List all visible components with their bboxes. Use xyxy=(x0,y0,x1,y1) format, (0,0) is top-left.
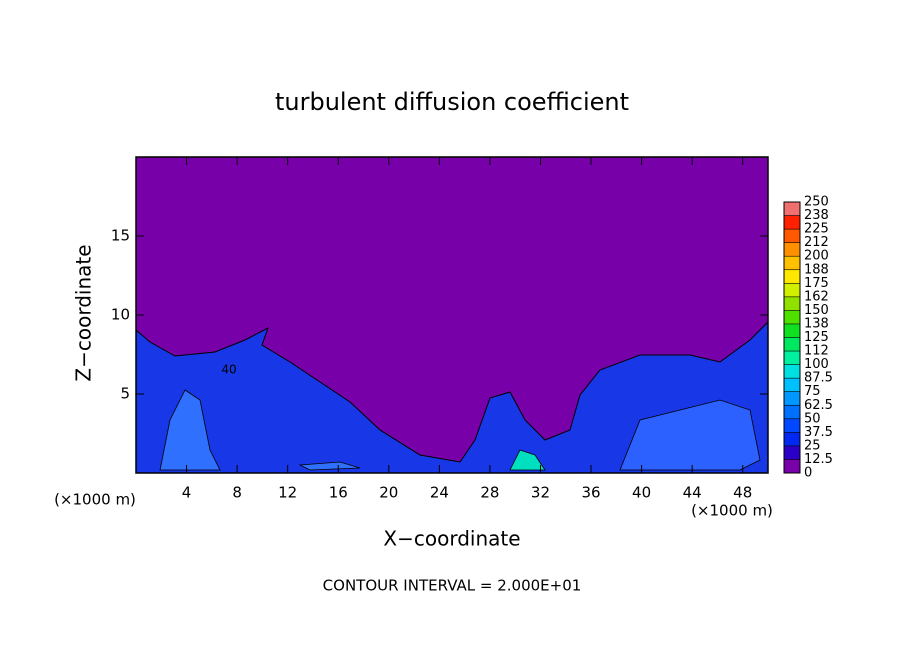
colorbar-label: 150 xyxy=(804,303,829,318)
colorbar-label: 25 xyxy=(804,438,821,453)
colorbar-label: 238 xyxy=(804,208,829,223)
colorbar-label: 212 xyxy=(804,235,829,250)
colorbar-label: 112 xyxy=(804,344,829,359)
colorbar-label: 225 xyxy=(804,222,829,237)
x-unit-left: (×1000 m) xyxy=(54,491,136,509)
colorbar-label: 250 xyxy=(804,195,829,210)
x-axis-label: X−coordinate xyxy=(383,527,520,551)
x-tick-label: 12 xyxy=(278,484,297,502)
field-blob xyxy=(509,449,546,471)
y-tick-label: 5 xyxy=(120,385,130,403)
colorbar-band xyxy=(784,418,800,433)
colorbar-label: 62.5 xyxy=(804,398,833,413)
colorbar-band xyxy=(784,269,800,284)
colorbar-label: 200 xyxy=(804,249,829,264)
x-tick-label: 40 xyxy=(632,484,651,502)
colorbar-label: 188 xyxy=(804,262,829,277)
colorbar-label: 75 xyxy=(804,384,821,399)
colorbar-band xyxy=(784,405,800,419)
x-tick-label: 20 xyxy=(379,484,398,502)
y-tick-label: 15 xyxy=(111,227,130,245)
colorbar-band xyxy=(784,351,800,365)
field xyxy=(135,157,769,474)
colorbar-band xyxy=(784,445,800,460)
y-tick-label: 10 xyxy=(111,306,130,324)
colorbar-label: 50 xyxy=(804,411,821,426)
x-tick-label: 24 xyxy=(430,484,449,502)
x-tick-label: 4 xyxy=(182,484,192,502)
colorbar-label: 100 xyxy=(804,357,829,372)
colorbar-band xyxy=(784,337,800,352)
colorbar-band xyxy=(784,242,800,257)
x-tick-label: 16 xyxy=(329,484,348,502)
colorbar-band xyxy=(784,215,800,230)
colorbar-band xyxy=(784,378,800,392)
colorbar-label: 162 xyxy=(804,289,829,304)
contour-label: 40 xyxy=(221,363,236,377)
colorbar-band xyxy=(784,310,800,324)
colorbar-label: 138 xyxy=(804,316,829,331)
colorbar-band xyxy=(784,391,800,406)
chart-title: turbulent diffusion coefficient xyxy=(275,88,629,116)
colorbar-label: 37.5 xyxy=(804,425,833,440)
field-blob xyxy=(619,399,761,471)
colorbar-label: 125 xyxy=(804,330,829,345)
annotation: CONTOUR INTERVAL = 2.000E+01 xyxy=(323,577,582,595)
colorbar-band xyxy=(784,229,800,243)
x-tick-label: 28 xyxy=(480,484,499,502)
x-unit-right: (×1000 m) xyxy=(691,502,773,520)
colorbar-band xyxy=(784,364,800,379)
x-tick-label: 48 xyxy=(733,484,752,502)
x-tick-label: 8 xyxy=(232,484,242,502)
x-tick-label: 44 xyxy=(683,484,702,502)
colorbar-band xyxy=(784,323,800,338)
colorbar-label: 12.5 xyxy=(804,452,833,467)
colorbar-band xyxy=(784,202,800,216)
colorbar-label: 175 xyxy=(804,276,829,291)
x-tick-label: 36 xyxy=(581,484,600,502)
colorbar-band xyxy=(784,296,800,311)
colorbar-label: 0 xyxy=(804,466,812,481)
colorbar-band xyxy=(784,283,800,297)
field-blob xyxy=(298,461,361,471)
colorbar-band xyxy=(784,432,800,446)
colorbar-label: 87.5 xyxy=(804,371,833,386)
colorbar-band xyxy=(784,256,800,270)
field-region xyxy=(135,320,769,474)
x-tick-label: 32 xyxy=(531,484,550,502)
y-axis-label: Z−coordinate xyxy=(72,244,96,381)
colorbar-band xyxy=(784,459,800,473)
field-blob xyxy=(159,389,221,471)
